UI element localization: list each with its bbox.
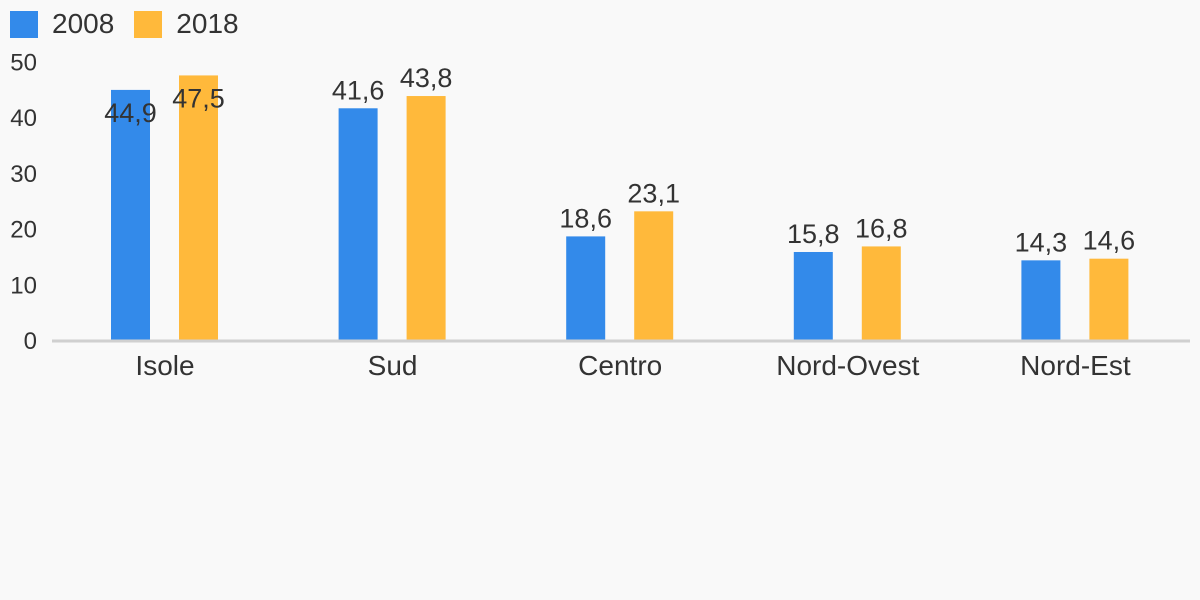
bar-2008-nord-ovest	[793, 251, 833, 340]
legend-item-2018: 2018	[134, 8, 239, 39]
x-category-label: Nord-Ovest	[776, 350, 919, 381]
bar-2008-nord-est	[1021, 260, 1061, 340]
y-tick-label: 30	[10, 161, 37, 188]
value-label: 43,8	[400, 63, 453, 93]
bar-2008-isole	[111, 89, 150, 340]
bar-2018-sud	[406, 96, 446, 340]
bar-2018-nord-est	[1089, 258, 1129, 340]
y-tick-label: 0	[24, 328, 37, 355]
value-label: 47,5	[172, 83, 225, 113]
legend-label-2018: 2018	[176, 8, 239, 39]
bar-2008-centro	[566, 236, 606, 340]
y-tick-label: 10	[10, 272, 37, 299]
bar-2018-centro	[634, 211, 674, 340]
legend-swatch-2018	[134, 10, 163, 38]
bar-2018-nord-ovest	[861, 246, 901, 340]
value-label: 23,1	[627, 178, 680, 208]
bar-2008-sud	[338, 108, 378, 341]
x-category-label: Isole	[135, 350, 194, 381]
legend: 2008 2018	[10, 10, 259, 38]
y-tick-label: 20	[10, 217, 37, 244]
value-label: 41,6	[332, 75, 385, 105]
legend-label-2008: 2008	[52, 8, 115, 39]
x-category-label: Sud	[368, 350, 418, 381]
value-label: 18,6	[559, 203, 612, 233]
bar-2018-isole	[179, 75, 218, 341]
y-tick-label: 40	[10, 105, 37, 132]
value-label: 15,8	[787, 219, 840, 249]
x-category-label: Centro	[578, 350, 662, 381]
value-label: 44,9	[104, 98, 157, 128]
value-label: 16,8	[855, 213, 908, 243]
legend-swatch-2008	[10, 10, 38, 38]
y-tick-label: 50	[10, 50, 37, 77]
x-category-label: Nord-Est	[1020, 350, 1131, 381]
value-label: 14,6	[1083, 226, 1136, 256]
legend-item-2008: 2008	[10, 10, 114, 38]
value-label: 14,3	[1015, 227, 1068, 257]
